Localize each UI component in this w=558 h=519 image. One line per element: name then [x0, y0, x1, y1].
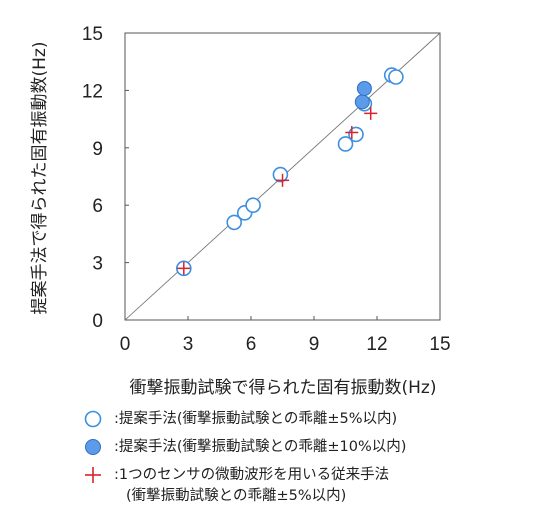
open-circle-point: [337, 136, 354, 152]
legend-item-plus: :1つのセンサの微動波形を用いる従来手法 (衝撃振動試験との乖離±5%以内): [80, 464, 550, 514]
x-tick-label: 6: [246, 334, 257, 355]
legend-label: :提案手法(衝撃振動試験との乖離±5%以内): [114, 411, 398, 427]
tick-labels: 0 3 6 9 12 15 0 3 6 9 12 15: [82, 24, 451, 355]
open-circle-point: [245, 197, 261, 213]
plus-icon: [85, 467, 101, 483]
y-tick-label: 6: [92, 196, 103, 217]
legend-item-open-circle: :提案手法(衝撃振動試験との乖離±5%以内): [80, 408, 550, 436]
data-marks: [176, 67, 404, 277]
y-tick-label: 15: [82, 24, 103, 45]
plus-point: [345, 125, 359, 139]
y-tick-label: 0: [92, 311, 103, 332]
legend-label: :提案手法(衝撃振動試験との乖離±10%以内): [114, 439, 407, 455]
x-axis-title: 衝撃振動試験で得られた固有振動数(Hz): [130, 378, 437, 398]
y-tick-label: 3: [92, 254, 103, 275]
legend-label-line2: (衝撃振動試験との乖離±5%以内): [126, 488, 347, 504]
y-tick-label: 12: [82, 81, 103, 102]
y-tick-label: 9: [92, 139, 103, 160]
x-tick-label: 3: [183, 334, 194, 355]
plus-point: [364, 106, 378, 120]
filled-circle-point: [354, 94, 370, 110]
plus-point: [276, 173, 289, 187]
open-circle-point: [226, 214, 242, 231]
x-tick-label: 0: [120, 334, 131, 355]
legend: :提案手法(衝撃振動試験との乖離±5%以内) :提案手法(衝撃振動試験との乖離±…: [80, 408, 550, 514]
y-axis-title: 提案手法で得られた固有振動数(Hz): [30, 42, 50, 315]
legend-label: :1つのセンサの微動波形を用いる従来手法: [114, 467, 390, 483]
open-circle-point: [272, 166, 289, 183]
filled-circle-point: [356, 80, 372, 96]
legend-item-filled-circle: :提案手法(衝撃振動試験との乖離±10%以内): [80, 436, 550, 464]
plus-point: [177, 261, 191, 275]
plot-area: [124, 32, 441, 321]
x-tick-label: 12: [366, 334, 387, 355]
open-circle-point: [388, 69, 404, 85]
scatter-chart: 0 3 6 9 12 15 0 3 6 9 12 15 衝撃振動試験で得られた固有振動数(Hz) 提案…: [30, 24, 451, 398]
plot-frame: [124, 32, 441, 321]
x-tick-label: 9: [309, 334, 320, 355]
x-tick-label: 15: [429, 334, 450, 355]
open-circle-icon: [84, 410, 102, 428]
filled-circle-icon: [85, 439, 101, 455]
